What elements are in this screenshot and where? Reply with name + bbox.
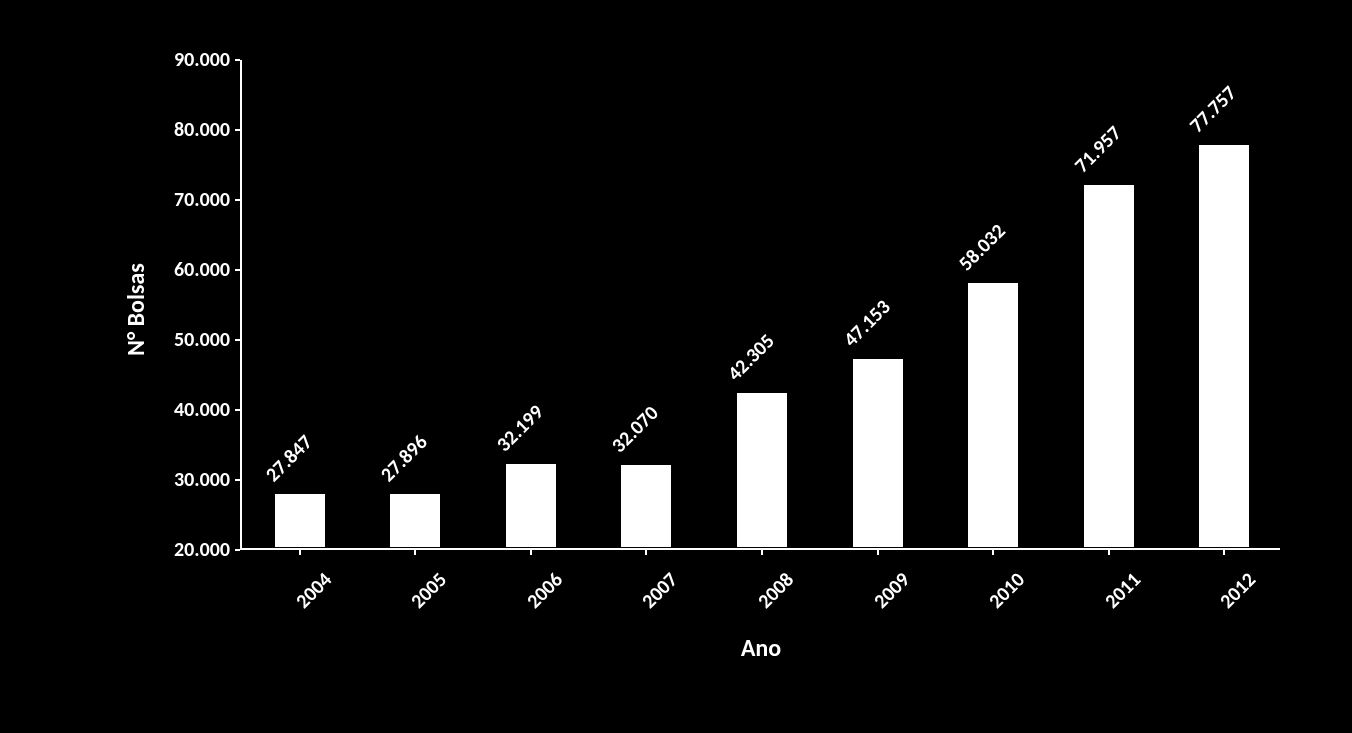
y-tick-label: 20.000 <box>150 540 230 560</box>
x-tick-label: 2006 <box>508 568 567 627</box>
bar <box>736 392 788 548</box>
y-tick-label: 80.000 <box>150 120 230 140</box>
y-tick-mark <box>235 269 240 271</box>
x-tick-mark <box>992 548 994 555</box>
y-axis-title: N° Bolsas <box>122 263 151 356</box>
x-axis-title: Ano <box>242 634 1280 663</box>
bar-value-label: 71.957 <box>1070 122 1127 179</box>
plot-area: Ano 27.847200427.896200532.199200632.070… <box>240 60 1280 550</box>
y-tick-mark <box>235 549 240 551</box>
bar <box>389 493 441 548</box>
y-tick-mark <box>235 409 240 411</box>
bar <box>274 493 326 548</box>
bar-value-label: 32.070 <box>607 401 664 458</box>
y-tick-label: 70.000 <box>150 190 230 210</box>
bar-value-label: 27.847 <box>261 430 318 487</box>
bar <box>1198 144 1250 548</box>
x-tick-label: 2012 <box>1202 568 1261 627</box>
bar-value-label: 42.305 <box>723 329 780 386</box>
x-tick-label: 2011 <box>1086 568 1145 627</box>
bar <box>852 358 904 548</box>
x-tick-label: 2007 <box>624 568 683 627</box>
y-tick-mark <box>235 59 240 61</box>
bar <box>967 282 1019 548</box>
x-tick-mark <box>530 548 532 555</box>
y-tick-label: 60.000 <box>150 260 230 280</box>
y-tick-label: 30.000 <box>150 470 230 490</box>
bar-value-label: 77.757 <box>1185 81 1242 138</box>
x-tick-mark <box>645 548 647 555</box>
y-tick-label: 90.000 <box>150 50 230 70</box>
bar <box>505 463 557 548</box>
bar-chart: N° Bolsas Ano 27.847200427.896200532.199… <box>140 50 1300 600</box>
x-tick-mark <box>414 548 416 555</box>
x-tick-mark <box>761 548 763 555</box>
y-tick-mark <box>235 199 240 201</box>
bar-value-label: 27.896 <box>376 430 433 487</box>
x-tick-mark <box>877 548 879 555</box>
bar <box>620 464 672 548</box>
y-tick-label: 50.000 <box>150 330 230 350</box>
x-tick-label: 2010 <box>971 568 1030 627</box>
y-tick-mark <box>235 339 240 341</box>
bar <box>1083 184 1135 548</box>
bar-value-label: 58.032 <box>954 219 1011 276</box>
bar-value-label: 32.199 <box>492 400 549 457</box>
x-tick-label: 2009 <box>855 568 914 627</box>
y-tick-label: 40.000 <box>150 400 230 420</box>
x-tick-label: 2008 <box>740 568 799 627</box>
x-tick-label: 2004 <box>277 568 336 627</box>
x-tick-mark <box>299 548 301 555</box>
y-tick-mark <box>235 129 240 131</box>
x-tick-mark <box>1223 548 1225 555</box>
bar-value-label: 47.153 <box>839 295 896 352</box>
x-tick-label: 2005 <box>393 568 452 627</box>
x-tick-mark <box>1108 548 1110 555</box>
y-tick-mark <box>235 479 240 481</box>
